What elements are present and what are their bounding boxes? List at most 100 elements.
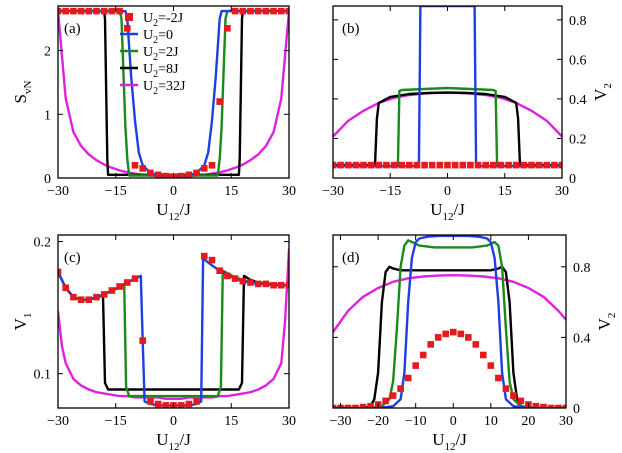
data-point-u2-2j (421, 161, 428, 169)
x-tick-label: 20 (521, 414, 535, 429)
x-tick-label: 10 (484, 414, 498, 429)
data-point-u2-2j (177, 172, 185, 178)
data-point-u2-2j (85, 296, 93, 303)
axis-frame-d (332, 234, 567, 409)
y-tick-label: 0 (569, 172, 576, 187)
data-point-u2-2j (450, 328, 457, 336)
data-point-u2-2j (285, 7, 289, 15)
x-tick-label: −30 (47, 414, 69, 429)
data-point-u2-2j (231, 7, 239, 15)
legend-item: U2=-2J (125, 11, 184, 29)
data-point-u2-2j (70, 293, 77, 301)
data-point-u2-2j (427, 341, 434, 348)
data-point-u2-2j (547, 404, 555, 408)
data-point-u2-2j (383, 161, 390, 169)
data-point-u2-2j (139, 165, 146, 172)
data-point-u2-2j (285, 281, 289, 289)
x-tick-label: 0 (444, 184, 451, 199)
y-tick-label: 0.2 (34, 236, 52, 251)
data-point-u2-2j (124, 25, 131, 32)
data-point-u2-2j (262, 7, 270, 15)
y-tick-label: 0.6 (569, 53, 587, 68)
legend-label: U2=0 (143, 28, 173, 46)
data-point-u2-2j (434, 334, 442, 341)
data-point-u2-2j (185, 400, 193, 408)
x-axis-label: U12/J (430, 200, 465, 223)
x-axis-label: U12/J (156, 200, 191, 223)
data-point-u2-2j (413, 161, 421, 169)
data-point-u2-2j (177, 402, 185, 408)
data-point-u2-2j (278, 7, 285, 15)
data-point-u2-2j (254, 280, 262, 288)
series-line-u2-2j (333, 86, 562, 168)
panel-tag: (c) (64, 250, 81, 266)
x-tick-label: −15 (105, 184, 127, 199)
data-point-u2-2j (247, 7, 254, 15)
legend-item: U2=8J (120, 62, 179, 80)
x-tick-label: 0 (170, 184, 177, 199)
legend-label: U2=32J (143, 79, 186, 97)
y-tick-label: 2 (44, 45, 51, 60)
data-point-u2-2j (495, 374, 502, 382)
x-tick-label: 15 (224, 184, 238, 199)
data-point-u2-2j (555, 404, 562, 408)
data-point-u2-2j (404, 374, 412, 382)
data-point-u2-2j (62, 7, 69, 15)
data-point-u2-2j (532, 402, 540, 408)
data-point-u2-2j (543, 161, 550, 169)
y-tick-label: 0.4 (569, 93, 587, 108)
y-tick-label: 0.2 (569, 132, 587, 147)
data-point-u2-2j (85, 7, 93, 15)
data-point-u2-2j (108, 7, 116, 15)
data-point-u2-2j (70, 7, 77, 15)
y-tick-label: 0 (573, 402, 580, 417)
panel-tag: (d) (342, 250, 360, 266)
data-point-u2-2j (528, 161, 535, 169)
series-line-u2-0 (333, 6, 562, 168)
data-point-u2-2j (451, 161, 459, 169)
data-point-u2-2j (201, 165, 208, 172)
x-axis-label: U12/J (156, 430, 191, 453)
data-point-u2-2j (93, 7, 100, 15)
data-point-u2-2j (487, 362, 495, 369)
data-point-u2-2j (131, 162, 139, 169)
x-tick-label: −30 (47, 184, 69, 199)
y-tick-label: 0.8 (573, 261, 591, 276)
data-point-u2-2j (201, 252, 208, 260)
data-point-u2-2j (551, 161, 558, 169)
axis-frame-c (57, 234, 290, 409)
series-line-u2-32j (333, 274, 566, 334)
x-tick-label: −30 (330, 414, 352, 429)
x-tick-label: −15 (379, 184, 401, 199)
data-point-u2-2j (467, 161, 474, 169)
data-point-u2-2j (147, 169, 154, 177)
legend-item: U2=32J (120, 79, 186, 97)
x-tick-label: 30 (282, 184, 296, 199)
data-point-u2-2j (147, 398, 154, 405)
data-point-u2-2j (216, 98, 223, 105)
data-point-u2-2j (58, 268, 62, 276)
series-line-u2-32j (58, 248, 289, 400)
data-point-u2-2j (419, 351, 427, 359)
series-line-u2-8j (58, 270, 289, 391)
data-point-u2-2j (375, 161, 383, 169)
panel-tag: (b) (342, 21, 360, 37)
x-tick-label: −15 (105, 414, 127, 429)
data-point-u2-2j (100, 7, 108, 15)
x-axis-label: U12/J (432, 430, 467, 453)
data-point-u2-2j (390, 161, 398, 169)
data-point-u2-2j (108, 287, 116, 294)
data-point-u2-2j (382, 397, 389, 405)
x-tick-label: −10 (405, 414, 427, 429)
data-point-u2-2j (442, 330, 449, 338)
data-point-u2-2j (397, 385, 404, 392)
data-point-u2-2j (239, 7, 247, 15)
data-point-u2-2j (558, 161, 562, 169)
data-point-u2-2j (231, 275, 239, 282)
data-point-u2-2j (490, 161, 497, 169)
series-line-u2-2j (333, 239, 566, 408)
plot-area-d (333, 235, 566, 408)
data-point-u2-2j (247, 279, 254, 286)
legend-item: U2=2J (120, 45, 179, 63)
